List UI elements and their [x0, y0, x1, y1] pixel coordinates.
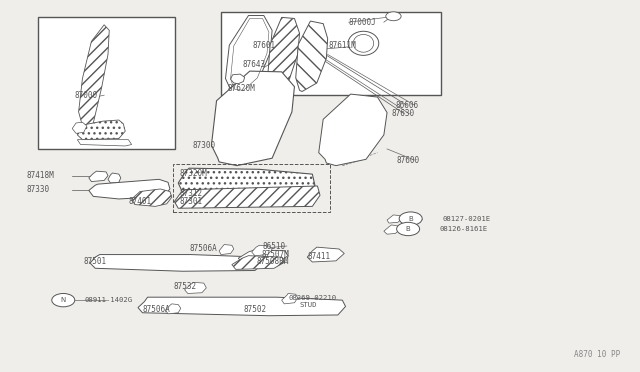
Polygon shape — [387, 215, 402, 223]
Text: N: N — [61, 297, 66, 303]
Text: 08269-02210: 08269-02210 — [288, 295, 336, 301]
Polygon shape — [319, 94, 387, 166]
Text: 87532: 87532 — [173, 282, 196, 291]
Polygon shape — [230, 74, 244, 84]
Text: 08126-8161E: 08126-8161E — [440, 226, 488, 232]
Polygon shape — [77, 140, 132, 146]
Polygon shape — [72, 122, 87, 134]
Bar — [38, 17, 175, 149]
Circle shape — [52, 294, 75, 307]
Polygon shape — [166, 304, 180, 314]
Text: 87501: 87501 — [84, 257, 107, 266]
Text: 87502: 87502 — [243, 305, 266, 314]
Text: 87411: 87411 — [307, 252, 330, 261]
Text: 87508BM: 87508BM — [256, 257, 289, 266]
Polygon shape — [108, 173, 121, 183]
Polygon shape — [219, 244, 234, 254]
Circle shape — [399, 212, 422, 225]
Text: 87600: 87600 — [397, 155, 420, 164]
Polygon shape — [132, 189, 172, 206]
Text: 87611M: 87611M — [328, 41, 356, 51]
Polygon shape — [184, 282, 206, 294]
Polygon shape — [178, 168, 315, 197]
Polygon shape — [211, 71, 294, 166]
Text: A870 10 PP: A870 10 PP — [574, 350, 620, 359]
Ellipse shape — [353, 35, 374, 52]
Polygon shape — [296, 21, 328, 92]
Text: 87000J: 87000J — [349, 18, 376, 27]
Text: 87620M: 87620M — [227, 84, 255, 93]
Polygon shape — [282, 294, 298, 304]
Circle shape — [397, 222, 420, 235]
Text: 08911-1402G: 08911-1402G — [85, 297, 133, 303]
Text: STUD: STUD — [300, 302, 317, 308]
Text: 87300: 87300 — [192, 141, 216, 151]
Text: 87418M: 87418M — [26, 171, 54, 180]
Text: 87601: 87601 — [253, 41, 276, 51]
Polygon shape — [90, 254, 264, 271]
Text: 87301: 87301 — [179, 198, 203, 206]
Bar — [173, 164, 330, 212]
Polygon shape — [138, 297, 346, 316]
Text: 86606: 86606 — [396, 101, 419, 110]
Text: 08127-0201E: 08127-0201E — [443, 216, 491, 222]
Polygon shape — [268, 17, 300, 90]
Text: 87330: 87330 — [26, 185, 49, 194]
Text: B: B — [406, 226, 410, 232]
Polygon shape — [77, 120, 125, 140]
Bar — [221, 12, 442, 95]
Polygon shape — [232, 256, 285, 269]
Polygon shape — [384, 225, 400, 234]
Text: 87506A: 87506A — [143, 305, 170, 314]
Polygon shape — [174, 186, 320, 208]
Ellipse shape — [348, 31, 379, 55]
Text: 87506A: 87506A — [189, 244, 217, 253]
Text: 86510: 86510 — [262, 241, 285, 250]
Text: 87000: 87000 — [74, 91, 97, 100]
Circle shape — [386, 12, 401, 21]
Text: 87630: 87630 — [392, 109, 415, 118]
Text: B: B — [408, 216, 413, 222]
Polygon shape — [238, 250, 288, 263]
Polygon shape — [252, 245, 272, 256]
Polygon shape — [79, 25, 109, 131]
Polygon shape — [89, 179, 170, 199]
Text: 87643: 87643 — [242, 60, 265, 69]
Polygon shape — [89, 171, 108, 182]
Text: 87507M: 87507M — [261, 250, 289, 259]
Text: 87320M: 87320M — [179, 169, 207, 177]
Text: 87312: 87312 — [179, 189, 203, 198]
Polygon shape — [225, 16, 272, 92]
Polygon shape — [307, 247, 344, 262]
Text: 87401: 87401 — [129, 197, 152, 206]
